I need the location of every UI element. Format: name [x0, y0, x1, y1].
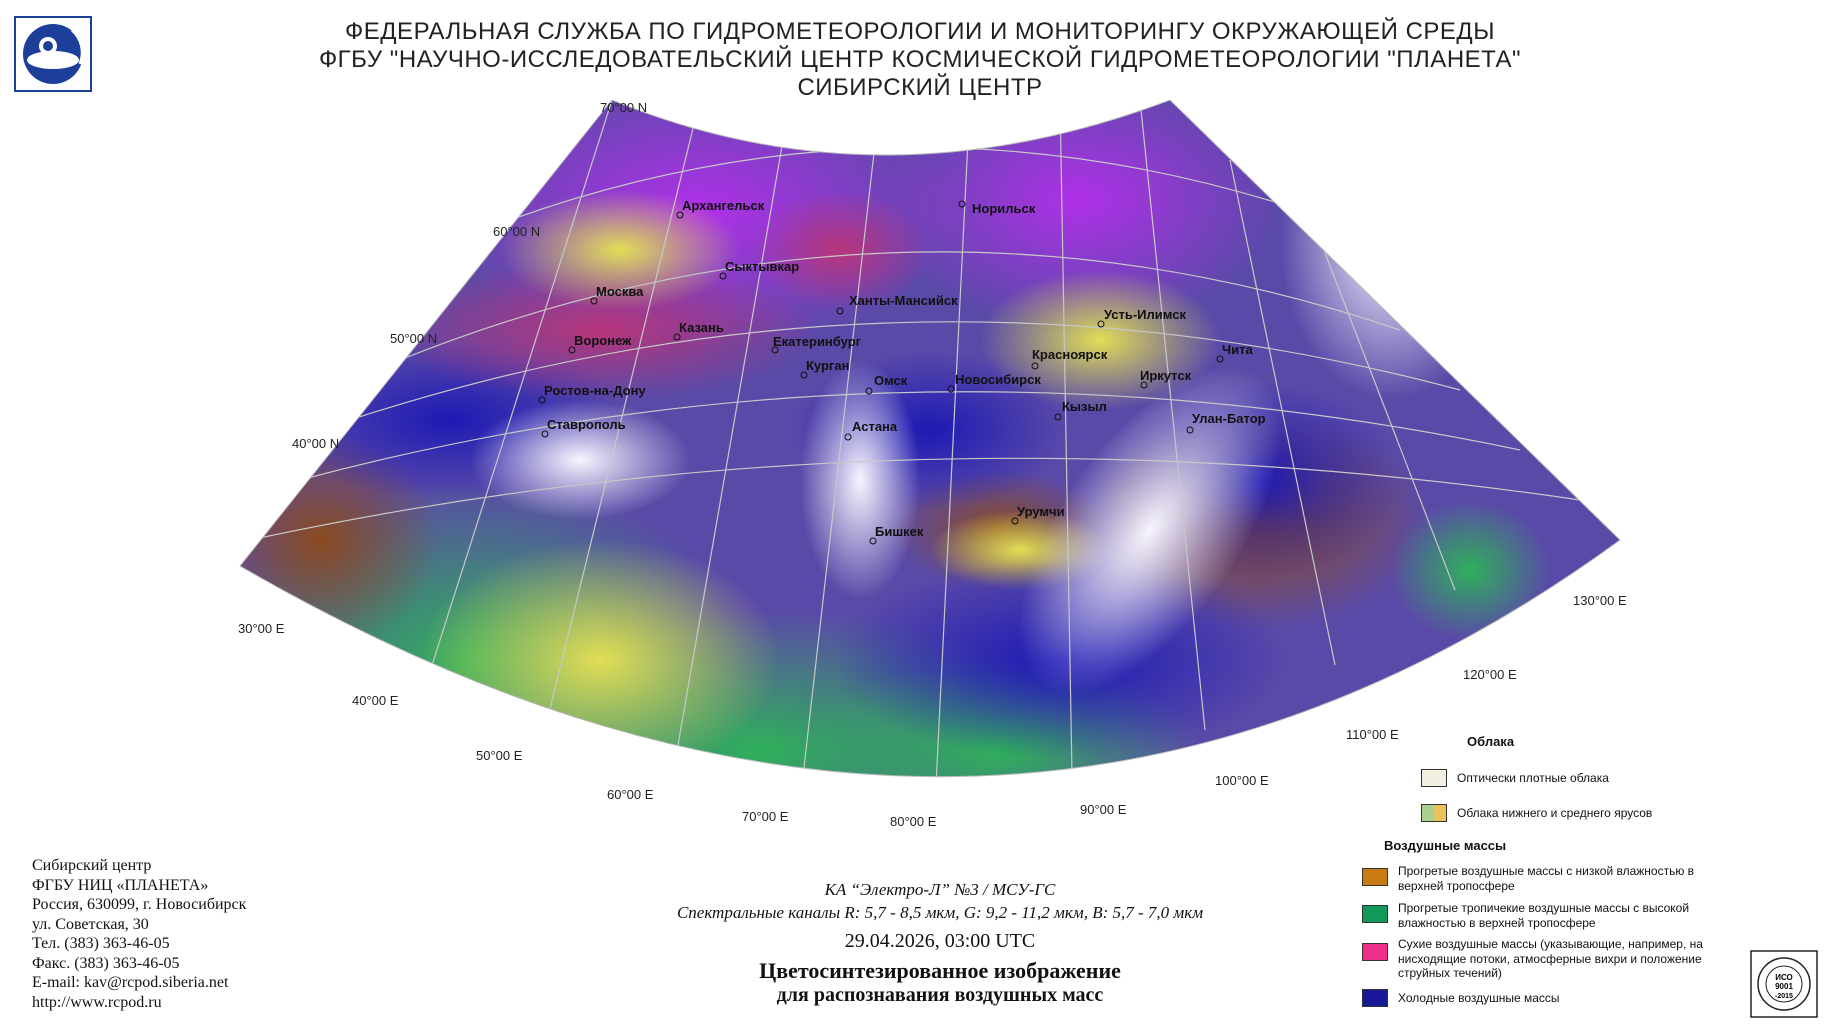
legend-item-low-clouds: Облака нижнего и среднего ярусов — [1421, 804, 1797, 822]
lon-label-50: 50°00 E — [476, 748, 523, 763]
satellite-image — [240, 100, 1620, 777]
satellite-map: 70°00 N 60°00 N 50°00 N 40°00 N 30°00 E … — [238, 100, 1627, 829]
city-irkutsk: Иркутск — [1140, 368, 1192, 383]
legend-item-dry: Сухие воздушные массы (указывающие, напр… — [1362, 937, 1748, 981]
city-kyzyl: Кызыл — [1062, 399, 1107, 414]
address-website[interactable]: http://www.rcpod.ru — [32, 993, 162, 1011]
lon-label-90: 90°00 E — [1080, 802, 1127, 817]
city-syktyvkar: Сыктывкар — [725, 259, 799, 274]
header-line-3: СИБИРСКИЙ ЦЕНТР — [797, 74, 1043, 101]
legend-swatch — [1362, 868, 1388, 886]
satellite-caption: КА “Электро-Л” №3 / МСУ-ГС — [824, 880, 1056, 899]
lon-label-40: 40°00 E — [352, 693, 399, 708]
channels-caption: Спектральные каналы R: 5,7 - 8,5 мкм, G:… — [676, 903, 1204, 922]
city-ulan-bator: Улан-Батор — [1192, 411, 1266, 426]
legend-item-cold: Холодные воздушные массы — [1362, 989, 1738, 1007]
city-rostov: Ростов-на-Дону — [544, 383, 646, 398]
image-title-1: Цветосинтезированное изображение — [759, 958, 1121, 983]
city-bishkek: Бишкек — [875, 524, 924, 539]
city-arkhangelsk: Архангельск — [682, 198, 765, 213]
city-kazan: Казань — [679, 320, 724, 335]
svg-text:-2015: -2015 — [1775, 993, 1793, 1000]
lon-label-30: 30°00 E — [238, 621, 285, 636]
lon-label-110: 110°00 E — [1346, 727, 1399, 742]
legend-swatch — [1362, 989, 1388, 1007]
city-ust-ilimsk: Усть-Илимск — [1104, 307, 1186, 322]
svg-text:9001: 9001 — [1775, 982, 1793, 991]
legend-label: Оптически плотные облака — [1457, 771, 1609, 785]
address-email[interactable]: E-mail: kav@rcpod.siberia.net — [32, 974, 229, 991]
contact-address: Сибирский центр ФГБУ НИЦ «ПЛАНЕТА» Росси… — [32, 856, 246, 1012]
header: ФЕДЕРАЛЬНАЯ СЛУЖБА ПО ГИДРОМЕТЕОРОЛОГИИ … — [0, 18, 1840, 102]
lon-label-120: 120°00 E — [1463, 667, 1517, 682]
lat-label-60: 60°00 N — [493, 224, 540, 239]
legend-swatch — [1421, 804, 1447, 822]
city-labels: Архангельск Норильск Сыктывкар Москва Ха… — [538, 198, 1266, 545]
header-line-2: ФГБУ "НАУЧНО-ИССЛЕДОВАТЕЛЬСКИЙ ЦЕНТР КОС… — [318, 46, 1522, 73]
legend-clouds-title: Облака — [1467, 734, 1515, 749]
lon-label-60: 60°00 E — [607, 787, 654, 802]
lat-label-70: 70°00 N — [600, 100, 647, 115]
city-norilsk: Норильск — [972, 201, 1036, 216]
city-astana: Астана — [852, 419, 898, 434]
legend-item-warm-dry: Прогретые воздушные массы с низкой влажн… — [1362, 864, 1728, 893]
lon-labels: 30°00 E 40°00 E 50°00 E 60°00 E 70°00 E … — [238, 593, 1627, 829]
map-border — [239, 100, 1621, 778]
legend-air-title: Воздушные массы — [1384, 838, 1507, 853]
datetime-caption: 29.04.2026, 03:00 UTC — [844, 930, 1036, 952]
image-title-2: для распознавания воздушных масс — [776, 984, 1104, 1006]
svg-text:ИСО: ИСО — [1775, 973, 1793, 982]
legend-swatch — [1362, 905, 1388, 923]
legend-swatch — [1362, 943, 1388, 961]
city-urumqi: Урумчи — [1017, 504, 1065, 519]
iso-certification-stamp: ИСО 9001 -2015 — [1750, 950, 1818, 1018]
planeta-logo — [14, 16, 92, 92]
legend-label: Облака нижнего и среднего ярусов — [1457, 806, 1653, 820]
address-fax: Факс. (383) 363-46-05 — [32, 954, 180, 972]
city-ekaterinburg: Екатеринбург — [773, 334, 862, 349]
address-phone: Тел. (383) 363-46-05 — [32, 935, 170, 952]
city-krasnoyarsk: Красноярск — [1032, 347, 1108, 362]
city-omsk: Омск — [874, 373, 908, 388]
lon-label-80: 80°00 E — [890, 814, 937, 829]
legend-item-warm-moist: Прогретые тропичекие воздушные массы с в… — [1362, 901, 1728, 930]
city-kurgan: Курган — [806, 358, 849, 373]
lat-labels: 70°00 N 60°00 N 50°00 N 40°00 N — [292, 100, 647, 451]
graticule — [249, 100, 1581, 777]
address-line: ул. Советская, 30 — [32, 915, 149, 933]
lat-label-40: 40°00 N — [292, 436, 339, 451]
legend-label: Холодные воздушные массы — [1398, 991, 1560, 1005]
city-stavropol: Ставрополь — [547, 417, 626, 432]
legend-label: Прогретые воздушные массы с низкой влажн… — [1398, 864, 1695, 893]
lon-label-100: 100°00 E — [1215, 773, 1269, 788]
city-khanty-mansiysk: Ханты-Мансийск — [849, 293, 958, 308]
legend-swatch — [1421, 769, 1447, 787]
lon-label-130: 130°00 E — [1573, 593, 1627, 608]
lon-label-70: 70°00 E — [742, 809, 789, 824]
address-line: Сибирский центр — [32, 857, 152, 874]
legend-label: Прогретые тропичекие воздушные массы с в… — [1398, 901, 1690, 930]
header-line-1: ФЕДЕРАЛЬНАЯ СЛУЖБА ПО ГИДРОМЕТЕОРОЛОГИИ … — [345, 18, 1495, 45]
address-line: Россия, 630099, г. Новосибирск — [32, 896, 247, 913]
legend-item-dense-clouds: Оптически плотные облака — [1421, 769, 1797, 787]
city-novosibirsk: Новосибирск — [955, 372, 1041, 387]
address-line: ФГБУ НИЦ «ПЛАНЕТА» — [32, 876, 209, 894]
city-chita: Чита — [1222, 342, 1253, 357]
lat-label-50: 50°00 N — [390, 331, 437, 346]
legend-label: Сухие воздушные массы (указывающие, напр… — [1398, 937, 1703, 980]
city-moscow: Москва — [596, 284, 644, 299]
city-voronezh: Воронеж — [574, 333, 632, 348]
